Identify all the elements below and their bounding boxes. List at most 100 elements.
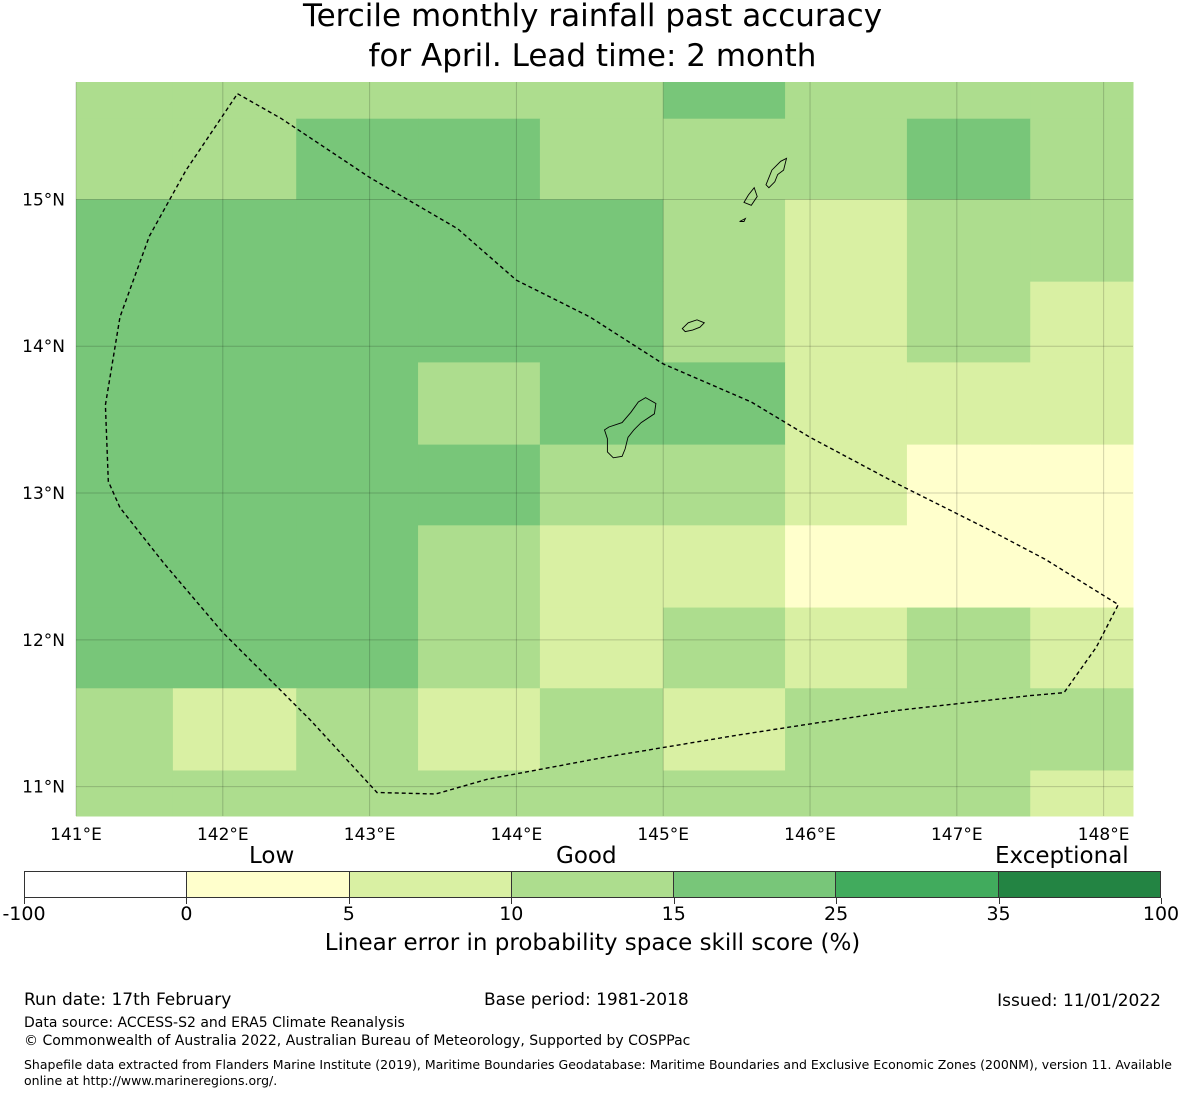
grid-cell	[906, 82, 1031, 120]
lat-tick-label: 12°N	[22, 631, 65, 651]
colorbar-segment	[674, 872, 837, 897]
grid-cell	[172, 199, 297, 283]
grid-cell	[76, 607, 174, 689]
grid-cell	[539, 82, 664, 120]
eez-boundary	[104, 93, 1120, 795]
grid-cell	[539, 688, 664, 771]
grid-cell	[296, 281, 419, 363]
grid-cell	[418, 82, 541, 120]
grid-cell	[76, 118, 174, 200]
grid-cell	[785, 770, 908, 817]
colorbar-tick-label: 100	[1142, 903, 1180, 925]
colorbar-tick-mark	[186, 898, 188, 904]
grid-cell	[418, 281, 541, 363]
grid-cell	[76, 444, 174, 526]
grid-cell	[76, 362, 174, 446]
title-line-2: for April. Lead time: 2 month	[368, 38, 817, 74]
lat-tick-label: 13°N	[22, 484, 65, 504]
grid-cell	[1030, 199, 1134, 283]
grid-cell	[296, 82, 419, 120]
grid-cell	[663, 199, 786, 283]
colorbar-tick-mark	[998, 898, 1000, 904]
grid-cell	[906, 444, 1031, 526]
grid-cell	[785, 281, 908, 363]
grid-cell	[76, 281, 174, 363]
grid-cell	[663, 444, 786, 526]
eez-boundary-line	[104, 93, 1120, 795]
grid-cell	[539, 362, 664, 446]
grid-cell	[76, 82, 174, 120]
grid-cell	[296, 688, 419, 771]
shapefile-credit: Shapefile data extracted from Flanders M…	[24, 1057, 1172, 1088]
colorbar-tick-label: 15	[661, 903, 686, 925]
grid-cell	[539, 199, 664, 283]
island-aguijan	[739, 217, 747, 222]
grid-cell	[539, 770, 664, 817]
skill-score-map: 141°E 142°E 143°E 144°E 145°E 146°E 147°E 148°E…	[22, 82, 1134, 845]
colorbar-title: Linear error in probability space skill …	[324, 930, 861, 956]
grid-cell	[172, 770, 297, 817]
title-line-1: Tercile monthly rainfall past accuracy	[302, 0, 883, 34]
grid-cells	[76, 82, 1134, 817]
colorbar-segment	[349, 872, 512, 897]
lon-tick-label: 143°E	[344, 825, 396, 845]
colorbar-tick-mark	[511, 898, 513, 904]
grid-cell	[785, 607, 908, 689]
grid-cell	[418, 118, 541, 200]
grid-cell	[785, 688, 908, 771]
coastlines	[603, 157, 788, 459]
issued-date: Issued: 11/01/2022	[997, 991, 1161, 1011]
grid-cell	[296, 607, 419, 689]
legend-exceptional-label: Exceptional	[995, 843, 1129, 869]
grid-cell	[296, 444, 419, 526]
grid-cell	[418, 525, 541, 609]
legend-good-label: Good	[556, 843, 617, 869]
colorbar-segment	[187, 872, 350, 897]
grid-cell	[906, 525, 1031, 609]
grid-cell	[663, 607, 786, 689]
colorbar-segment	[511, 872, 675, 897]
grid-cell	[1030, 118, 1134, 200]
grid-cell	[663, 525, 786, 609]
lat-tick-label: 15°N	[22, 190, 65, 210]
grid-cell	[539, 525, 664, 609]
grid-cell	[785, 118, 908, 200]
colorbar-segment	[998, 872, 1160, 897]
grid-cell	[539, 118, 664, 200]
grid-cell	[172, 118, 297, 200]
grid-cell	[418, 199, 541, 283]
grid-cell	[906, 199, 1031, 283]
lon-tick-label: 142°E	[197, 825, 249, 845]
grid-cell	[296, 118, 419, 200]
lon-tick-label: 146°E	[784, 825, 836, 845]
colorbar-segment	[25, 872, 188, 897]
lon-tick-label: 141°E	[50, 825, 102, 845]
grid-cell	[785, 525, 908, 609]
grid-cell	[1030, 607, 1134, 689]
grid-cell	[663, 281, 786, 363]
grid-cell	[1030, 770, 1134, 817]
island-guam	[603, 397, 657, 459]
latitude-ticks: 11°N 12°N 13°N 14°N 15°N	[22, 190, 65, 797]
colorbar-tick-label: 5	[342, 903, 355, 925]
island-tinian	[743, 186, 758, 206]
colorbar	[24, 871, 1161, 898]
grid-cell	[663, 118, 786, 200]
base-period: Base period: 1981-2018	[484, 990, 689, 1010]
colorbar-tick-label: 10	[499, 903, 524, 925]
grid-cell	[906, 362, 1031, 446]
grid-cell	[906, 688, 1031, 771]
colorbar-tick-label: 25	[824, 903, 849, 925]
grid-cell	[418, 688, 541, 771]
grid-cell	[539, 281, 664, 363]
graticule	[75, 82, 1133, 816]
longitude-ticks: 141°E 142°E 143°E 144°E 145°E 146°E 147°E 148°E	[50, 825, 1129, 845]
grid-cell	[1030, 362, 1134, 446]
grid-cell	[1030, 82, 1134, 120]
lat-tick-label: 14°N	[22, 337, 65, 357]
colorbar-tick-mark	[1161, 898, 1162, 904]
grid-cell	[663, 770, 786, 817]
grid-cell	[172, 281, 297, 363]
grid-cell	[296, 362, 419, 446]
grid-cell	[418, 444, 541, 526]
